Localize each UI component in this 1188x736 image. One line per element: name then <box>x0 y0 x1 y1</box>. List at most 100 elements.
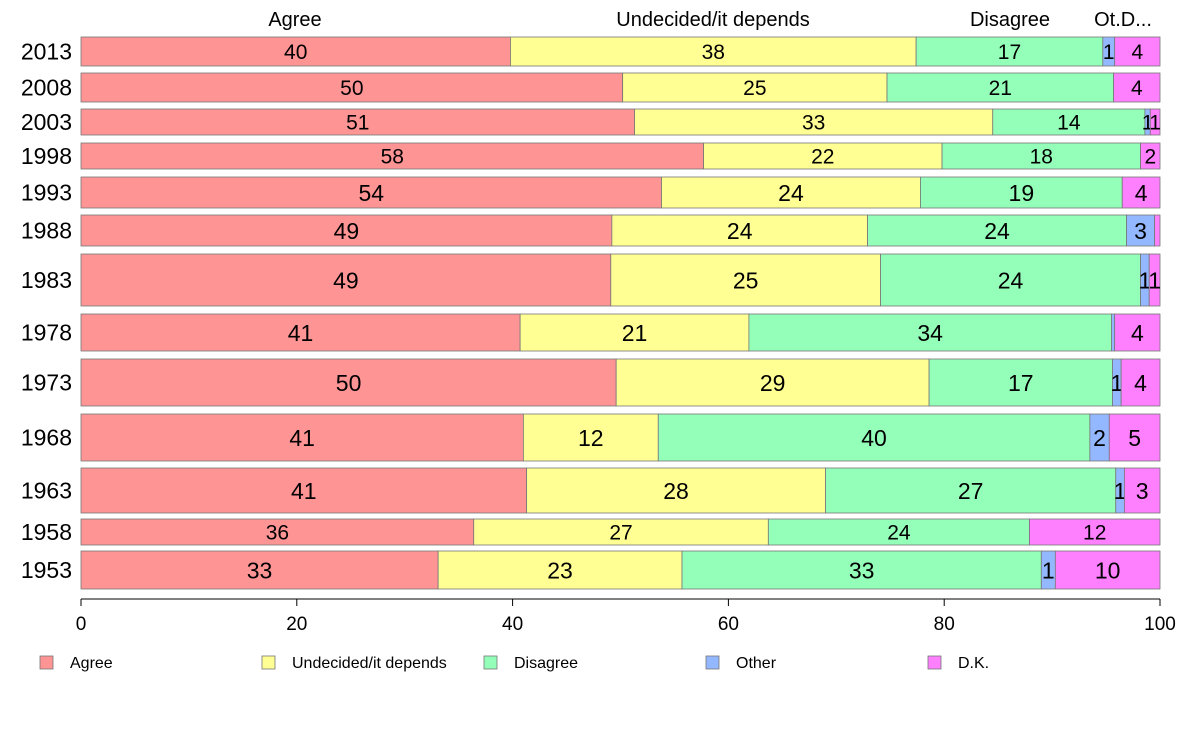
data-label-1963-3: 1 <box>1114 478 1127 504</box>
legend-swatch-4 <box>927 655 942 670</box>
bar-segment-1983-4 <box>1148 253 1161 307</box>
legend-swatch-1 <box>261 655 276 670</box>
year-label-1963: 1963 <box>21 478 72 504</box>
bar-segment-1958-0 <box>80 518 475 546</box>
bar-segment-1963-4 <box>1123 467 1161 514</box>
data-label-1953-0: 33 <box>247 557 273 583</box>
bar-segment-1978-4 <box>1114 313 1161 352</box>
bar-segment-1973-0 <box>80 358 617 407</box>
data-label-2003-2: 14 <box>1057 112 1081 135</box>
year-label-1968: 1968 <box>21 425 72 451</box>
bar-segment-1993-2 <box>920 176 1123 209</box>
bar-segment-1953-4 <box>1054 550 1161 590</box>
x-tick-label-40: 40 <box>502 614 523 635</box>
data-label-1953-1: 23 <box>547 557 573 583</box>
bar-segment-1968-4 <box>1108 413 1161 462</box>
bar-segment-1978-3 <box>1111 313 1116 352</box>
legend-swatch-2 <box>483 655 498 670</box>
data-label-1978-2: 34 <box>917 320 943 346</box>
data-label-1978-4: 4 <box>1131 320 1144 346</box>
data-label-1963-2: 27 <box>958 478 984 504</box>
data-label-1968-0: 41 <box>289 425 315 451</box>
year-labels: 2013 2008 2003 1998 1993 1988 1983 1978 1973 1968… <box>21 39 72 584</box>
data-label-1983-2: 24 <box>998 267 1024 293</box>
data-label-2008-4: 4 <box>1131 77 1143 100</box>
bar-segment-2008-0 <box>80 72 624 103</box>
data-label-2013-1: 38 <box>702 41 725 64</box>
data-label-1963-4: 3 <box>1136 478 1149 504</box>
bar-segment-1973-1 <box>615 358 930 407</box>
data-label-1993-2: 19 <box>1009 180 1035 206</box>
year-label-1998: 1998 <box>21 143 72 169</box>
legend-swatch-0 <box>39 655 54 670</box>
data-label-1953-3: 1 <box>1042 557 1055 583</box>
bar-segment-2008-4 <box>1113 72 1161 103</box>
bar-segment-1958-4 <box>1029 518 1161 546</box>
data-label-1993-4: 4 <box>1135 180 1148 206</box>
bar-segment-2013-2 <box>915 36 1104 67</box>
bar-segment-2008-2 <box>886 72 1115 103</box>
legend: Agree Undecided/it depends Disagree Other D.… <box>39 655 989 672</box>
legend-swatch-3 <box>705 655 720 670</box>
year-label-1983: 1983 <box>21 267 72 293</box>
data-label-1998-0: 58 <box>381 146 404 169</box>
legend-label-3: Other <box>736 655 777 672</box>
bar-segment-2003-4 <box>1149 108 1161 136</box>
bar-segment-1983-2 <box>880 253 1141 307</box>
x-tick-label-0: 0 <box>76 614 87 635</box>
data-label-1963-1: 28 <box>663 478 689 504</box>
year-label-1993: 1993 <box>21 180 72 206</box>
bar-segment-2003-0 <box>80 108 635 136</box>
data-label-1998-2: 18 <box>1030 146 1053 169</box>
x-tick-label-80: 80 <box>934 614 955 635</box>
bar-segment-1988-2 <box>867 214 1127 247</box>
x-tick-label-60: 60 <box>718 614 739 635</box>
bar-segment-1998-0 <box>80 142 704 170</box>
data-label-1963-0: 41 <box>291 478 317 504</box>
x-tick-label-20: 20 <box>286 614 307 635</box>
year-label-1973: 1973 <box>21 370 72 396</box>
year-label-1988: 1988 <box>21 218 72 244</box>
data-label-1983-0: 49 <box>333 267 359 293</box>
year-label-1953: 1953 <box>21 557 72 583</box>
bar-segment-1963-1 <box>526 467 826 514</box>
top-label-3: Ot.D... <box>1094 9 1152 31</box>
data-label-1968-3: 2 <box>1093 425 1106 451</box>
data-label-1953-4: 10 <box>1095 557 1121 583</box>
legend-label-1: Undecided/it depends <box>292 655 447 672</box>
bar-segment-1978-1 <box>519 313 750 352</box>
data-label-1998-4: 2 <box>1144 146 1156 169</box>
top-category-labels: Agree Undecided/it depends Disagree Ot.D... <box>268 9 1152 31</box>
bar-segment-1998-4 <box>1140 142 1161 170</box>
data-label-2013-3: 1 <box>1103 41 1115 64</box>
bar-segment-1963-0 <box>80 467 528 514</box>
bar-segment-2003-2 <box>992 108 1146 136</box>
year-label-2003: 2003 <box>21 109 72 135</box>
bar-segment-1958-2 <box>767 518 1030 546</box>
top-label-1: Undecided/it depends <box>616 9 809 31</box>
data-label-1968-2: 40 <box>861 425 887 451</box>
bar-segment-1983-0 <box>80 253 612 307</box>
bar-segment-1988-1 <box>611 214 868 247</box>
year-label-2008: 2008 <box>21 75 72 101</box>
data-label-2003-1: 33 <box>802 112 825 135</box>
data-label-2013-0: 40 <box>284 41 307 64</box>
bar-segment-1993-4 <box>1121 176 1161 209</box>
data-label-2003-0: 51 <box>346 112 369 135</box>
data-label-1978-1: 21 <box>622 320 648 346</box>
data-label-1973-3: 1 <box>1110 370 1123 396</box>
data-label-1993-0: 54 <box>358 180 384 206</box>
data-label-1988-2: 24 <box>984 218 1010 244</box>
bar-segment-1968-2 <box>657 413 1091 462</box>
bar-segment-1968-1 <box>522 413 659 462</box>
data-label-1988-1: 24 <box>727 218 753 244</box>
bar-segment-1953-0 <box>80 550 439 590</box>
data-label-2013-4: 4 <box>1131 41 1143 64</box>
data-label-1998-1: 22 <box>811 146 834 169</box>
bar-segment-1983-1 <box>610 253 881 307</box>
bar-segment-2013-1 <box>510 36 917 67</box>
bar-segment-1998-1 <box>703 142 943 170</box>
x-axis: 0 20 40 60 80 100 <box>76 598 1176 635</box>
